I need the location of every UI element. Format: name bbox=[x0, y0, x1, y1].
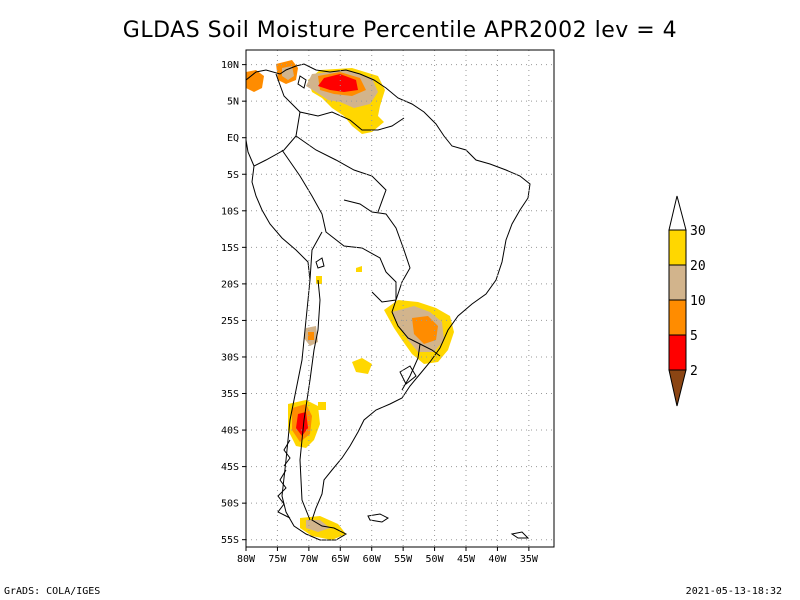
colorbar-label-5: 5 bbox=[690, 329, 698, 344]
lon-tick-label: 60W bbox=[363, 554, 382, 565]
shade-chile-south-red bbox=[296, 412, 308, 436]
shade-chile-central-orange bbox=[308, 332, 314, 340]
lon-tick-label: 35W bbox=[520, 554, 539, 565]
shade-patagonia-fleck bbox=[318, 402, 326, 410]
colorbar-label-2: 2 bbox=[690, 364, 698, 379]
colorbar-label-10: 10 bbox=[690, 294, 706, 309]
shade-nw-coast bbox=[246, 70, 264, 92]
lon-tick-label: 45W bbox=[457, 554, 476, 565]
lat-tick-label: 5N bbox=[227, 97, 239, 108]
lat-tick-label: 45S bbox=[221, 462, 239, 473]
colorbar bbox=[668, 195, 687, 407]
shade-south-orange bbox=[412, 316, 438, 344]
lon-tick-label: 70W bbox=[300, 554, 319, 565]
lat-tick-label: 15S bbox=[221, 243, 239, 254]
lon-tick-label: 80W bbox=[237, 554, 256, 565]
shade-north-red bbox=[318, 74, 358, 92]
lat-tick-label: 25S bbox=[221, 316, 239, 327]
lon-tick-label: 50W bbox=[426, 554, 445, 565]
lagoon-patos bbox=[399, 365, 417, 385]
colorbar-label-20: 20 bbox=[690, 259, 706, 274]
lat-tick-label: 20S bbox=[221, 279, 239, 290]
lake-titicaca bbox=[315, 257, 325, 269]
shade-colombia-west-tan bbox=[282, 66, 294, 80]
colorbar-band-5-10 bbox=[668, 299, 687, 336]
lat-tick-label: EQ bbox=[227, 133, 239, 144]
footer-credit: GrADS: COLA/IGES bbox=[4, 586, 101, 597]
colorbar-band-2-5 bbox=[668, 334, 687, 371]
island-south-georgia bbox=[510, 531, 530, 539]
shaded-regions bbox=[246, 60, 454, 540]
footer-timestamp: 2021-05-13-18:32 bbox=[685, 586, 782, 597]
border-lines bbox=[253, 73, 441, 521]
colorbar-band-20-30 bbox=[668, 229, 687, 266]
latitude-labels: 10N 5N EQ 5S 10S 15S 20S 25S 30S 35S 40S 45S 50S 55S bbox=[221, 60, 239, 546]
longitude-labels: 80W 75W 70W 65W 60W 55W 50W 45W 40W 35W bbox=[237, 554, 539, 565]
lat-tick-label: 35S bbox=[221, 389, 239, 400]
lake-maracaibo bbox=[297, 75, 307, 89]
colorbar-band-10-20 bbox=[668, 264, 687, 301]
lon-tick-label: 55W bbox=[394, 554, 413, 565]
lon-tick-label: 75W bbox=[268, 554, 287, 565]
lat-tick-label: 50S bbox=[221, 499, 239, 510]
lon-tick-label: 40W bbox=[488, 554, 507, 565]
colorbar-label-30: 30 bbox=[690, 224, 706, 239]
coastlines bbox=[246, 63, 531, 541]
map-title: GLDAS Soil Moisture Percentile APR2002 l… bbox=[122, 18, 678, 43]
lat-tick-label: 40S bbox=[221, 426, 239, 437]
colorbar-bottom-arrow bbox=[668, 369, 687, 407]
chile-fjords bbox=[277, 439, 291, 519]
colorbar-top-arrow bbox=[668, 195, 687, 231]
lat-tick-label: 10N bbox=[221, 60, 239, 71]
colorbar-labels: 30 20 10 5 2 bbox=[690, 224, 706, 379]
gridlines bbox=[245, 50, 554, 547]
lat-tick-label: 10S bbox=[221, 206, 239, 217]
axis-ticks bbox=[242, 64, 530, 551]
shade-central-fleck bbox=[356, 266, 362, 272]
lat-tick-label: 30S bbox=[221, 352, 239, 363]
shade-west-fleck bbox=[316, 276, 322, 284]
lat-tick-label: 5S bbox=[227, 170, 239, 181]
lat-tick-label: 55S bbox=[221, 535, 239, 546]
map-frame bbox=[245, 49, 555, 548]
continent-outline bbox=[246, 63, 531, 541]
lon-tick-label: 65W bbox=[331, 554, 350, 565]
shade-tierra-del-fuego-tan bbox=[306, 520, 330, 532]
island-falklands bbox=[367, 513, 389, 523]
shade-argentina-flecks bbox=[352, 358, 372, 374]
